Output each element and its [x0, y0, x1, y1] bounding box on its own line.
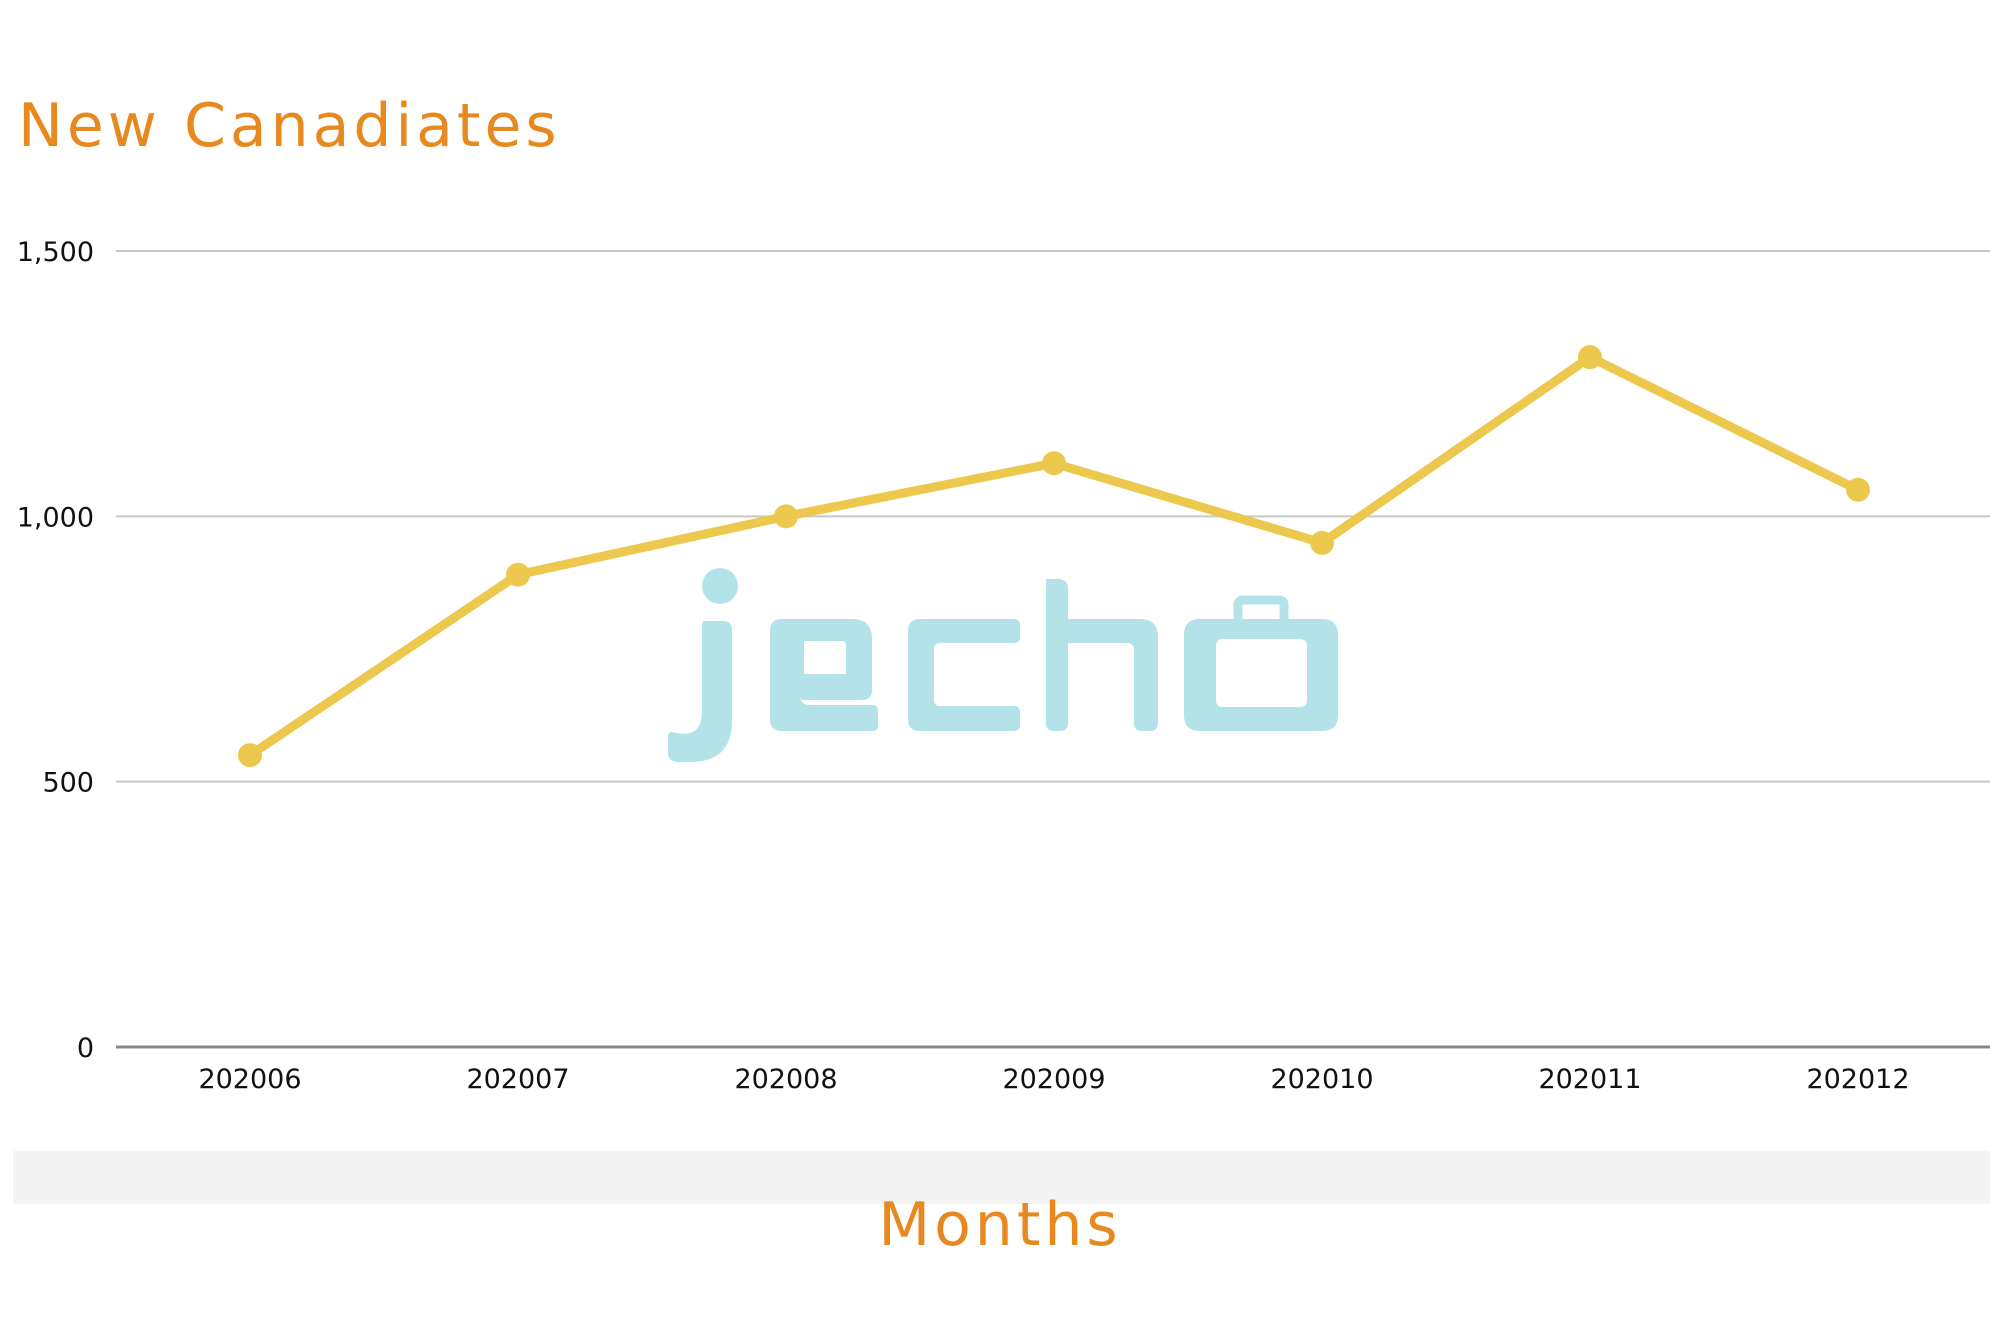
jecho-watermark-logo	[668, 568, 1338, 762]
gridlines	[116, 250, 1990, 783]
x-tick-label: 202006	[198, 1064, 301, 1095]
x-tick-label: 202008	[734, 1064, 837, 1095]
briefcase-icon	[1184, 619, 1338, 731]
data-point	[1578, 345, 1602, 370]
y-tick-label: 1,500	[17, 237, 94, 268]
watermark-h	[1046, 579, 1158, 731]
data-point	[238, 743, 262, 768]
x-axis-label: Months	[878, 1190, 1121, 1260]
x-tick-label: 202012	[1806, 1064, 1909, 1095]
data-point	[1846, 477, 1870, 502]
x-tick-label: 202010	[1270, 1064, 1373, 1095]
x-tick-label: 202007	[466, 1064, 569, 1095]
x-tick-label: 202011	[1538, 1064, 1641, 1095]
chart-title: New Canadiates	[18, 91, 561, 161]
y-tick-label: 500	[42, 768, 94, 799]
x-tick-label: 202009	[1002, 1064, 1105, 1095]
data-point	[1310, 530, 1334, 555]
data-point	[774, 504, 798, 529]
series-line-group	[238, 345, 1870, 768]
xlabel-band	[13, 1151, 1990, 1204]
watermark-c	[908, 619, 1020, 731]
y-tick-label: 1,000	[17, 502, 94, 533]
data-point	[1042, 451, 1066, 476]
data-point	[506, 562, 530, 587]
y-axis-tick-labels: 0 500 1,000 1,500	[17, 237, 94, 1064]
x-axis-tick-labels: 202006 202007 202008 202009 202010 202011 2020…	[198, 1064, 1909, 1095]
briefcase-handle	[1233, 595, 1289, 621]
watermark-j-stem	[668, 621, 732, 762]
watermark-e	[770, 619, 878, 731]
y-tick-label: 0	[77, 1033, 94, 1064]
watermark-j-dot	[702, 568, 738, 604]
